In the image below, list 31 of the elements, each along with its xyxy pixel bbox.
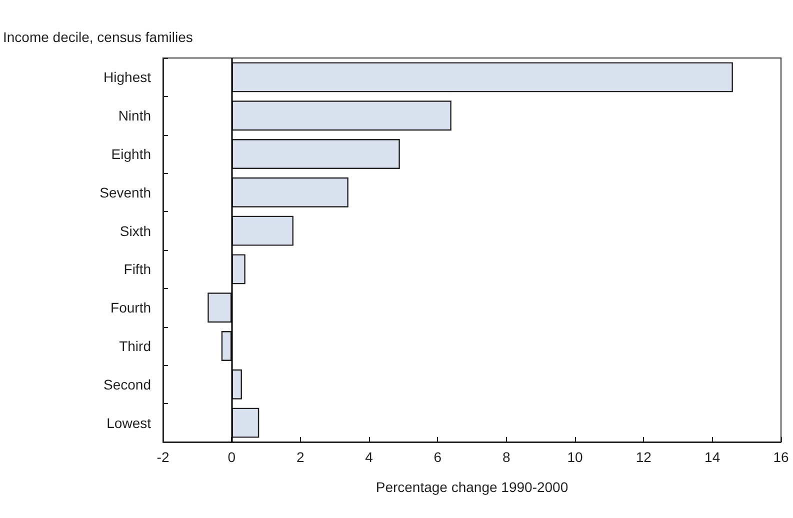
x-tick-label: 4 <box>365 449 374 465</box>
bar <box>232 254 246 284</box>
bar <box>208 292 232 323</box>
y-tick-label: Highest <box>104 69 152 86</box>
x-tick-label: 6 <box>434 449 442 465</box>
y-axis-title: Income decile, census families <box>3 29 193 45</box>
x-tick-label: 12 <box>636 449 652 465</box>
y-tick-label: Fifth <box>124 261 151 278</box>
y-tick-label: Third <box>119 338 151 354</box>
x-tick-label: 8 <box>502 449 510 465</box>
x-tick-label: 10 <box>567 449 583 465</box>
x-tick-label: 2 <box>296 449 304 465</box>
bar <box>232 100 452 131</box>
y-tick-label: Eighth <box>111 146 151 162</box>
bar <box>232 216 294 246</box>
x-tick-label: 16 <box>773 449 789 465</box>
bar <box>221 331 232 361</box>
x-tick-label: 0 <box>228 449 236 465</box>
x-axis-title: Percentage change 1990-2000 <box>376 479 568 495</box>
y-tick-label: Sixth <box>120 222 151 239</box>
y-tick-label: Seventh <box>100 184 151 200</box>
bar <box>232 177 348 208</box>
bar <box>232 408 260 438</box>
y-tick-label: Second <box>104 376 151 392</box>
bar <box>232 62 733 92</box>
y-tick-label: Lowest <box>106 414 152 431</box>
x-tick-label: -2 <box>156 449 170 465</box>
y-tick-label: Fourth <box>110 300 151 316</box>
bar <box>232 139 400 169</box>
x-tick-label: 14 <box>704 449 720 465</box>
y-tick-label: Ninth <box>118 108 151 124</box>
